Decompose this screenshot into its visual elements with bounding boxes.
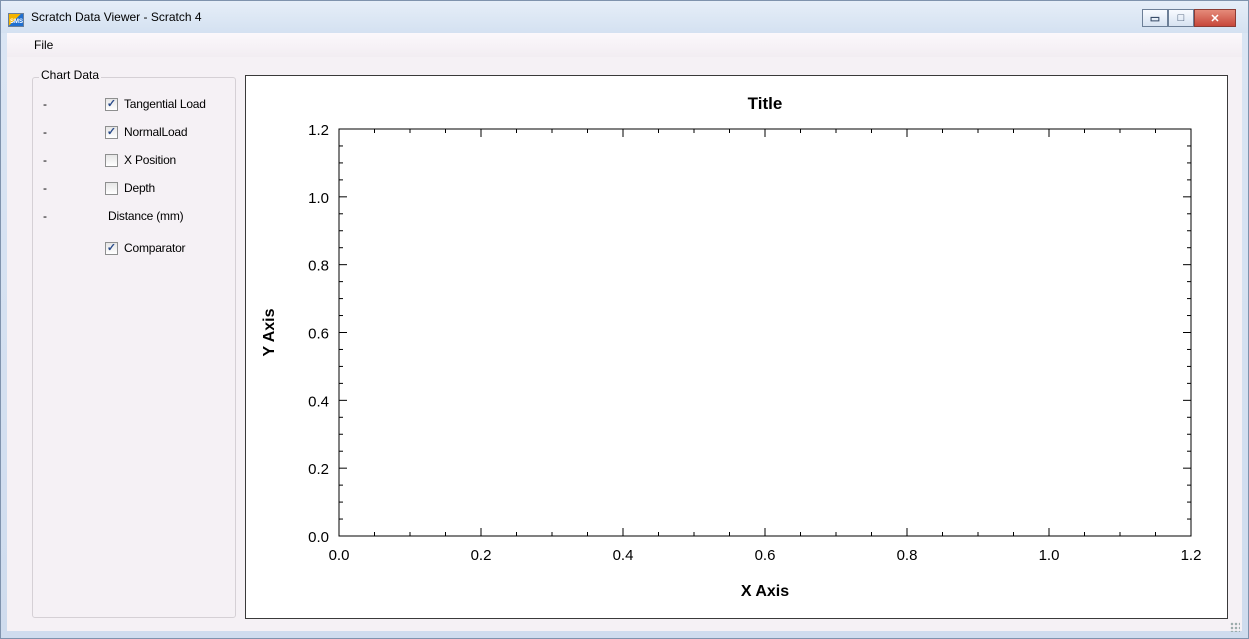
- row-depth: - Depth: [7, 179, 236, 199]
- x-tick-label: 0.4: [613, 547, 634, 564]
- checkbox-tangential-load[interactable]: ✓: [105, 98, 118, 111]
- checkbox-depth[interactable]: [105, 182, 118, 195]
- row-distance: - Distance (mm): [7, 207, 236, 227]
- y-tick-label: 0.2: [308, 461, 329, 478]
- app-logo-text: SMS: [10, 19, 24, 25]
- chart-title: Title: [748, 94, 783, 113]
- checkbox-comparator[interactable]: ✓: [105, 242, 118, 255]
- row-dash: -: [43, 181, 47, 195]
- label-distance: Distance (mm): [108, 209, 184, 223]
- label-depth[interactable]: Depth: [124, 181, 156, 195]
- window-controls: ▭ □ ✕: [1142, 9, 1236, 27]
- chart-data-group: [32, 77, 236, 618]
- row-tangential-load: - ✓ Tangential Load: [7, 95, 236, 115]
- x-tick-label: 0.6: [755, 547, 776, 564]
- app-logo-icon: SMS: [8, 13, 24, 27]
- maximize-button[interactable]: □: [1168, 9, 1194, 27]
- menu-file[interactable]: File: [34, 38, 54, 52]
- window-title: Scratch Data Viewer - Scratch 4: [31, 10, 202, 24]
- y-tick-label: 0.6: [308, 326, 329, 343]
- label-comparator[interactable]: Comparator: [124, 241, 186, 255]
- y-tick-label: 0.8: [308, 258, 329, 275]
- x-tick-label: 0.2: [471, 547, 492, 564]
- chart-panel: Title X Axis Y Axis 0.0 0.2 0.4 0.6 0.8 1.0 1.2 0.…: [245, 75, 1228, 619]
- close-button[interactable]: ✕: [1194, 9, 1236, 27]
- row-dash: -: [43, 125, 47, 139]
- row-dash: -: [43, 97, 47, 111]
- label-x-position[interactable]: X Position: [124, 153, 177, 167]
- maximize-icon: □: [1177, 12, 1185, 24]
- y-axis-label: Y Axis: [261, 308, 278, 356]
- row-comparator: ✓ Comparator: [7, 239, 236, 259]
- chart-svg: Title X Axis Y Axis 0.0 0.2 0.4 0.6 0.8 1.0 1.2 0.…: [261, 94, 1202, 600]
- client-area: File Chart Data - ✓ Tangential Load - ✓ …: [7, 33, 1242, 631]
- checkbox-x-position[interactable]: [105, 154, 118, 167]
- menu-bar: File: [7, 33, 1242, 57]
- x-axis-label: X Axis: [741, 583, 789, 600]
- chart-data-group-title: Chart Data: [39, 68, 102, 82]
- label-normal-load[interactable]: NormalLoad: [124, 125, 188, 139]
- row-x-position: - X Position: [7, 151, 236, 171]
- row-dash: -: [43, 209, 47, 223]
- title-bar[interactable]: SMS Scratch Data Viewer - Scratch 4 ▭ □ …: [1, 1, 1248, 33]
- x-tick-label: 1.2: [1181, 547, 1202, 564]
- plot-area: [338, 128, 1192, 537]
- row-normal-load: - ✓ NormalLoad: [7, 123, 236, 143]
- y-tick-label: 1.0: [308, 190, 329, 207]
- y-tick-label: 0.0: [308, 529, 329, 546]
- x-tick-label: 0.0: [329, 547, 350, 564]
- row-dash: -: [43, 153, 47, 167]
- resize-grip[interactable]: [1230, 622, 1240, 632]
- minimize-button[interactable]: ▭: [1142, 9, 1168, 27]
- x-tick-label: 1.0: [1039, 547, 1060, 564]
- label-tangential-load[interactable]: Tangential Load: [124, 97, 206, 111]
- close-icon: ✕: [1210, 12, 1220, 25]
- minimize-icon: ▭: [1149, 12, 1161, 25]
- checkbox-normal-load[interactable]: ✓: [105, 126, 118, 139]
- y-tick-label: 0.4: [308, 393, 329, 410]
- x-tick-label: 0.8: [897, 547, 918, 564]
- y-tick-label: 1.2: [308, 122, 329, 139]
